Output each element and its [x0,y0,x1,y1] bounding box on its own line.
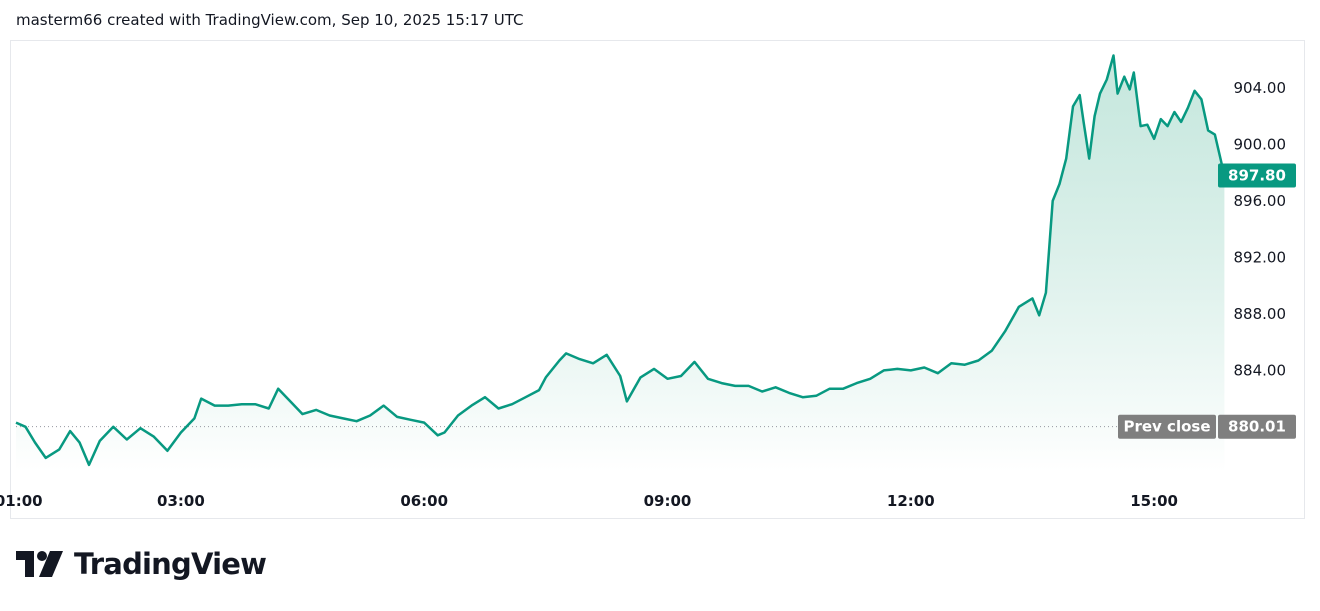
tradingview-logo-icon [16,551,63,577]
y-tick-label: 888.00 [1234,305,1287,323]
last-price-badge: 897.80 [1218,163,1296,188]
x-tick-label: 12:00 [887,492,935,510]
y-tick-label: 900.00 [1234,136,1287,154]
x-tick-label: 01:00 [0,492,43,510]
brand: TradingView [16,547,267,581]
price-line [15,54,1226,467]
prev-close-value-bg [1218,414,1296,439]
last-price-label: 897.80 [1228,167,1286,185]
x-tick-label: 06:00 [400,492,448,510]
x-tick-label: 03:00 [157,492,205,510]
price-area-fill [16,55,1225,472]
prev-close-label: Prev close [1123,418,1210,436]
chart-frame [10,40,1305,519]
chart-attribution: masterm66 created with TradingView.com, … [16,11,524,29]
brand-name: TradingView [74,547,267,581]
prev-close-label-bg [1118,414,1216,439]
last-price-badge-bg [1218,163,1296,188]
prev-close-value: 880.01 [1228,418,1286,436]
x-tick-label: 09:00 [644,492,692,510]
x-tick-label: 15:00 [1130,492,1178,510]
y-axis: 904.00 900.00 896.00 892.00 888.00 884.00 [1234,79,1287,379]
y-tick-label: 904.00 [1234,79,1287,97]
y-tick-label: 884.00 [1234,361,1287,379]
y-tick-label: 892.00 [1234,248,1287,266]
y-tick-label: 896.00 [1234,192,1287,210]
x-axis: 01:00 03:00 06:00 09:00 12:00 15:00 [0,492,1178,510]
prev-close-badge: Prev close 880.01 [1118,414,1296,439]
